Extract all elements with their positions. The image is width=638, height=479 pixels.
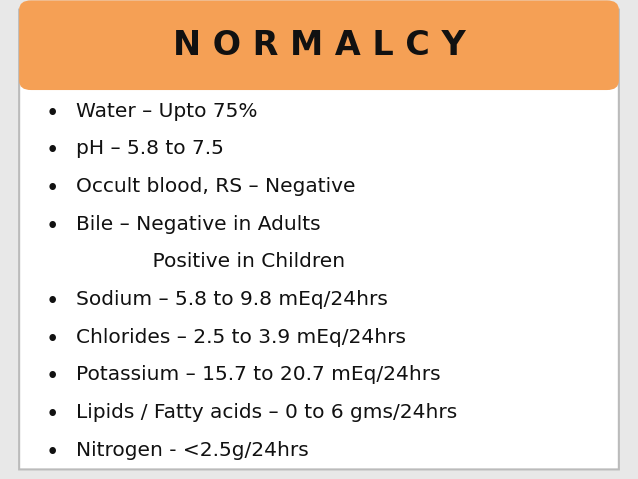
Text: Water – Upto 75%: Water – Upto 75% <box>76 102 258 121</box>
Text: •: • <box>45 441 59 464</box>
Text: •: • <box>45 177 59 200</box>
Text: •: • <box>45 365 59 388</box>
Text: •: • <box>45 215 59 238</box>
FancyBboxPatch shape <box>19 0 619 90</box>
Text: Sodium – 5.8 to 9.8 mEq/24hrs: Sodium – 5.8 to 9.8 mEq/24hrs <box>76 290 388 309</box>
Text: Occult blood, RS – Negative: Occult blood, RS – Negative <box>76 177 355 196</box>
Text: pH – 5.8 to 7.5: pH – 5.8 to 7.5 <box>76 139 224 158</box>
Text: •: • <box>45 403 59 426</box>
Text: •: • <box>45 290 59 313</box>
Text: Lipids / Fatty acids – 0 to 6 gms/24hrs: Lipids / Fatty acids – 0 to 6 gms/24hrs <box>76 403 457 422</box>
Text: Potassium – 15.7 to 20.7 mEq/24hrs: Potassium – 15.7 to 20.7 mEq/24hrs <box>76 365 441 385</box>
Text: Nitrogen - <2.5g/24hrs: Nitrogen - <2.5g/24hrs <box>76 441 309 460</box>
Text: Bile – Negative in Adults: Bile – Negative in Adults <box>76 215 321 234</box>
Text: •: • <box>45 102 59 125</box>
Text: Chlorides – 2.5 to 3.9 mEq/24hrs: Chlorides – 2.5 to 3.9 mEq/24hrs <box>76 328 406 347</box>
Text: •: • <box>45 139 59 162</box>
Text: •: • <box>45 328 59 351</box>
FancyBboxPatch shape <box>19 10 619 469</box>
Text: Positive in Children: Positive in Children <box>76 252 345 272</box>
Text: N O R M A L C Y: N O R M A L C Y <box>173 29 465 62</box>
